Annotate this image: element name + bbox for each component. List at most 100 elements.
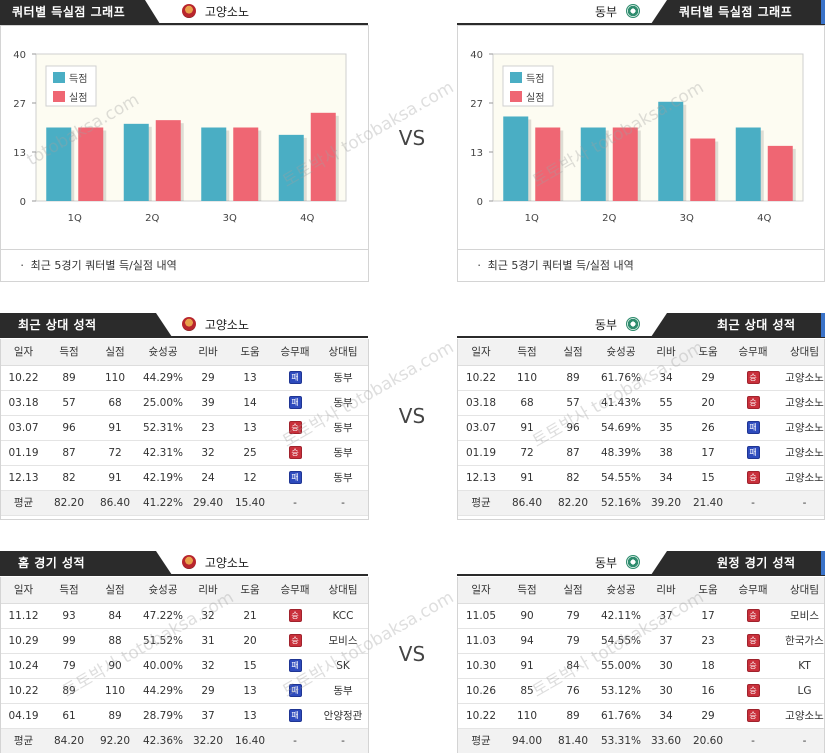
cell: - (776, 728, 824, 753)
column-header: 리바 (188, 339, 228, 366)
cell: 79 (46, 653, 92, 679)
cell: 01.19 (1, 440, 46, 466)
cell: 18 (686, 653, 730, 679)
cell: 91 (92, 465, 138, 491)
column-header: 일자 (458, 339, 504, 366)
cell: 86.40 (504, 490, 550, 516)
cell: 91 (504, 415, 550, 441)
table-row: 01.19 87 72 42.31% 32 25 승 동부 (1, 440, 368, 466)
cell: - (730, 728, 776, 753)
cell: 16.40 (228, 728, 272, 753)
average-row: 평균 86.40 82.20 52.16% 39.20 21.40- - (458, 490, 824, 516)
cell: 72 (92, 440, 138, 466)
cell: 44.29% (138, 678, 188, 704)
cell: 34 (646, 465, 686, 491)
home-header-left: 홈 경기 성적 고양소노 (0, 551, 368, 576)
y-tick-label: 40 (470, 50, 483, 61)
chart-footnote-left: ㆍ 최근 5경기 쿼터별 득/실점 내역 (1, 249, 368, 281)
column-header: 승무패 (272, 577, 318, 604)
cell: 20 (686, 390, 730, 416)
team-label-right: 동부 (595, 0, 640, 24)
y-tick-label: 27 (470, 99, 483, 110)
cell: 10.22 (458, 365, 504, 391)
column-header: 상대팀 (318, 339, 368, 366)
column-header: 득점 (46, 339, 92, 366)
cell: 14 (228, 390, 272, 416)
cell: 41.43% (596, 390, 646, 416)
cell: 30 (646, 678, 686, 704)
legend-label: 득점 (526, 73, 544, 85)
table-row: 03.18 57 68 25.00% 39 14 패 동부 (1, 390, 368, 416)
table-row: 12.13 91 82 54.55% 34 15 승 고양소노 (458, 465, 824, 491)
column-header: 슛성공 (138, 339, 188, 366)
cell: 17 (686, 603, 730, 629)
win-badge: 승 (288, 609, 302, 622)
average-label: 평균 (1, 728, 46, 753)
cell: 51.52% (138, 628, 188, 654)
cell: 13 (228, 678, 272, 704)
column-header: 상대팀 (776, 339, 824, 366)
x-tick-label: 1Q (525, 213, 539, 224)
cell: 52.16% (596, 490, 646, 516)
cell: 39.20 (646, 490, 686, 516)
cell: 53.12% (596, 678, 646, 704)
x-tick-label: 2Q (602, 213, 616, 224)
loss-badge: 패 (746, 421, 760, 434)
legend-swatch-concede (510, 91, 522, 102)
cell: 한국가스 (776, 628, 824, 654)
cell: 12.13 (458, 465, 504, 491)
recent-table-right-wrap: 일자 득점 실점 슛성공 리바 도움 승무패 상대팀 10.22 110 89 61.76% 34 29 승… (457, 339, 825, 520)
bar-concede-3Q (233, 127, 259, 201)
x-tick-label: 3Q (680, 213, 694, 224)
win-badge: 승 (746, 709, 760, 722)
cell: SK (318, 653, 368, 679)
column-header: 도움 (686, 339, 730, 366)
column-header: 실점 (92, 339, 138, 366)
loss-badge: 패 (288, 471, 302, 484)
cell: KT (776, 653, 824, 679)
cell: 86.40 (92, 490, 138, 516)
cell: 91 (504, 465, 550, 491)
cell: 안양정관 (318, 703, 368, 729)
bar-concede-4Q (767, 145, 793, 201)
table-row: 01.19 72 87 48.39% 38 17 패 고양소노 (458, 440, 824, 466)
table-row: 04.19 61 89 28.79% 37 13 패 안양정관 (1, 703, 368, 729)
cell: 68 (92, 390, 138, 416)
column-header: 리바 (646, 339, 686, 366)
average-label: 평균 (1, 490, 46, 516)
cell: 82.20 (550, 490, 596, 516)
column-header: 도움 (228, 577, 272, 604)
bar-concede-4Q (310, 112, 336, 201)
cell: 96 (550, 415, 596, 441)
cell: 03.18 (458, 390, 504, 416)
quarter-title-left: 쿼터별 득실점 그래프 (0, 0, 160, 24)
recent-title-right: 최근 상대 성적 (651, 313, 821, 337)
cell: 55 (646, 390, 686, 416)
average-row: 평균 94.00 81.40 53.31% 33.60 20.60- - (458, 728, 824, 753)
cell: 12.13 (1, 465, 46, 491)
cell: 57 (550, 390, 596, 416)
cell: 10.30 (458, 653, 504, 679)
cell: 61.76% (596, 365, 646, 391)
loss-badge: 패 (746, 446, 760, 459)
cell: 17 (686, 440, 730, 466)
win-badge: 승 (746, 396, 760, 409)
bar-concede-3Q (690, 138, 716, 201)
cell: 34 (646, 365, 686, 391)
column-header: 도움 (686, 577, 730, 604)
bar-concede-1Q (535, 127, 561, 201)
cell: 57 (46, 390, 92, 416)
cell: 고양소노 (776, 365, 824, 391)
away-table: 일자 득점 실점 슛성공 리바 도움 승무패 상대팀 11.05 90 79 42.11% 37 17 승 모… (458, 577, 824, 753)
win-badge: 승 (746, 659, 760, 672)
cell: 32 (188, 653, 228, 679)
cell: 25 (228, 440, 272, 466)
cell: 15 (686, 465, 730, 491)
y-tick-label: 0 (20, 197, 26, 208)
cell: 87 (46, 440, 92, 466)
cell: 28.79% (138, 703, 188, 729)
cell: 32 (188, 440, 228, 466)
cell: 24 (188, 465, 228, 491)
cell: 54.69% (596, 415, 646, 441)
